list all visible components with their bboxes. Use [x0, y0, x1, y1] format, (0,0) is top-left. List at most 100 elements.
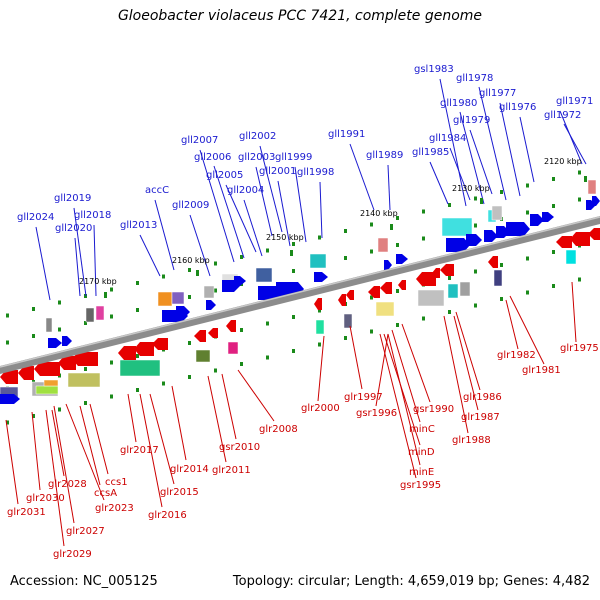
reverse-gene-arrow [440, 264, 454, 276]
forward-gene-arrow [484, 230, 498, 242]
gene-block [447, 283, 459, 299]
label-leader-line [453, 315, 479, 411]
bottom-gene-label: glr2030 [26, 493, 65, 504]
gene-block [85, 307, 95, 323]
label-leader-line [5, 419, 19, 505]
topology-summary: Topology: circular; Length: 4,659,019 bp… [232, 574, 590, 589]
top-gene-label: gll1977 [479, 88, 516, 99]
forward-gene-arrow [446, 238, 470, 252]
gene-block [43, 379, 59, 387]
bottom-gene-label: minD [408, 447, 435, 458]
reverse-gene-arrow [72, 352, 98, 366]
top-gene-label: gll1984 [429, 133, 466, 144]
forward-gene-arrow [466, 234, 482, 246]
gene-block [171, 291, 185, 305]
map-title: Gloeobacter violaceus PCC 7421, complete… [117, 8, 483, 24]
tick-row-outer-top [370, 222, 373, 227]
bottom-gene-label: glr2028 [48, 479, 87, 490]
label-leader-line [149, 393, 175, 485]
tick-row-outer-bottom [448, 310, 451, 314]
kbp-tick [584, 176, 587, 182]
bottom-gene-label: gsr1995 [400, 480, 441, 491]
tick-row-inner-top [32, 334, 35, 338]
gene-block [343, 313, 353, 329]
label-leader-line [65, 403, 105, 501]
kbp-tick [196, 270, 199, 276]
label-leader-line [317, 335, 325, 402]
label-leader-line [213, 165, 245, 259]
kbp-tick [104, 292, 107, 298]
label-leader-line [53, 405, 75, 524]
top-gene-label: gll1999 [275, 152, 312, 163]
label-leader-line [139, 393, 163, 508]
bottom-gene-label: glr1981 [522, 365, 561, 376]
reverse-gene-arrow [208, 328, 218, 338]
label-leader-line [519, 116, 535, 183]
tick-row-outer-bottom [474, 303, 477, 308]
label-leader-line [478, 86, 507, 201]
top-gene-label: gll1979 [453, 115, 490, 126]
tick-row-inner-bottom [266, 321, 269, 326]
gene-block [203, 285, 215, 299]
top-gene-label: gll2001 [259, 166, 296, 177]
forward-gene-arrow [48, 338, 62, 348]
top-gene-label: gll1971 [556, 96, 593, 107]
tick-row-outer-bottom [240, 362, 243, 366]
tick-row-inner-top [422, 236, 425, 241]
label-leader-line [455, 311, 481, 391]
reverse-gene-arrow [556, 236, 572, 248]
bottom-gene-label: glr2016 [148, 510, 187, 521]
bottom-gene-label: ccs1 [105, 477, 128, 488]
bottom-gene-label: minC [409, 424, 435, 435]
top-gene-label: gll2013 [120, 220, 157, 231]
reverse-gene-arrow [398, 280, 406, 290]
gene-block [227, 341, 239, 355]
tick-row-outer-top [422, 209, 425, 214]
label-leader-line [35, 226, 51, 301]
bottom-gene-label: ccsA [94, 488, 117, 499]
tick-row-outer-top [58, 300, 61, 305]
reverse-gene-arrow [588, 228, 600, 240]
tick-row-outer-top [448, 203, 451, 207]
label-leader-line [31, 411, 41, 491]
kbp-marker-label: 2150 kbp [266, 233, 304, 242]
reverse-gene-arrow [368, 286, 380, 298]
tick-row-inner-bottom [110, 360, 113, 365]
label-leader-line [375, 333, 389, 407]
top-gene-label: gll2018 [74, 210, 111, 221]
top-gene-label: gll2009 [172, 200, 209, 211]
bottom-gene-label: glr2014 [170, 464, 209, 475]
reverse-gene-arrow [194, 330, 206, 342]
top-gene-label: gsl1983 [414, 64, 454, 75]
kbp-marker-label: 2120 kbp [544, 157, 582, 166]
tick-row-inner-top [84, 321, 87, 325]
label-leader-line [391, 329, 421, 423]
label-line-layer [5, 78, 587, 547]
forward-gene-arrow [0, 394, 20, 404]
reverse-gene-arrow [58, 356, 76, 370]
bottom-gene-label: glr1997 [344, 392, 383, 403]
bottom-gene-label: glr1988 [452, 435, 491, 446]
backbone-band [0, 216, 600, 374]
bottom-gene-label: glr2031 [7, 507, 46, 518]
top-gene-label: gll2020 [55, 223, 92, 234]
label-leader-line [139, 234, 161, 277]
tick-row-outer-top [344, 229, 347, 233]
gene-block [459, 281, 471, 297]
label-leader-line [499, 102, 521, 197]
forward-gene-arrow [542, 212, 554, 222]
tick-row-inner-bottom [136, 354, 139, 358]
tick-row-inner-top [58, 327, 61, 332]
kbp-marker-label: 2170 kbp [79, 277, 117, 286]
forward-gene-arrow [530, 214, 544, 226]
label-leader-line [387, 333, 421, 466]
forward-gene-arrow [206, 300, 216, 310]
tick-row-outer-bottom [500, 297, 503, 301]
tick-row-inner-top [526, 210, 529, 215]
top-gene-label: gll1991 [328, 129, 365, 140]
label-leader-line [459, 111, 485, 205]
gene-block [309, 253, 327, 269]
label-leader-line [401, 323, 431, 403]
tick-row-inner-top [214, 288, 217, 293]
